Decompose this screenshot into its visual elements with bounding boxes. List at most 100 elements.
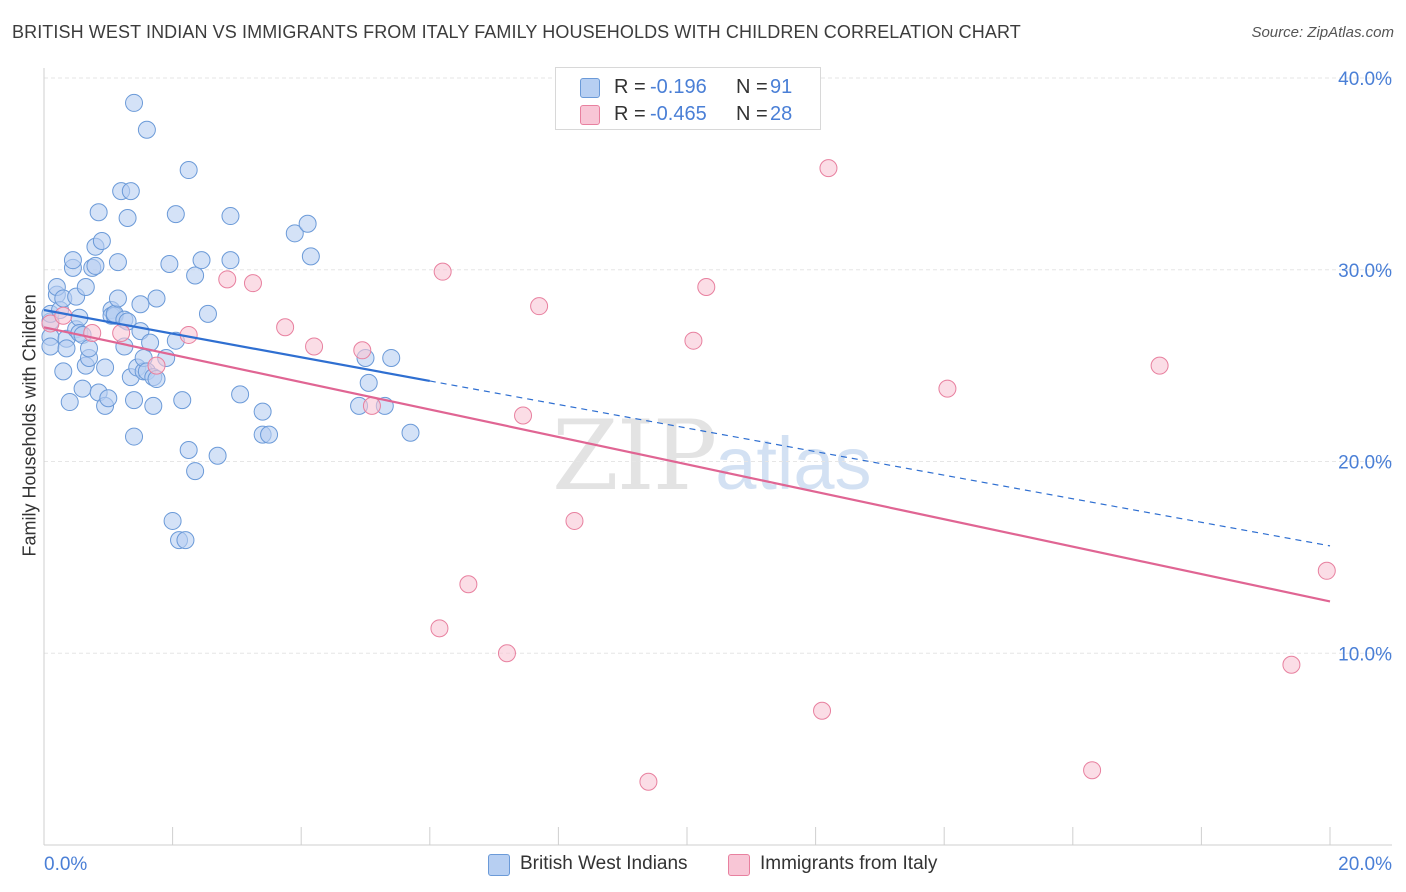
- pink-data-point: [1083, 761, 1102, 780]
- pink-data-point: [433, 262, 452, 281]
- pink-data-point: [305, 337, 324, 356]
- blue-data-point: [298, 214, 317, 233]
- pink-data-point: [276, 318, 295, 337]
- blue-data-point: [125, 93, 144, 112]
- blue-data-point: [253, 402, 272, 421]
- n-value: 28: [770, 103, 793, 125]
- blue-data-point: [231, 385, 250, 404]
- blue-data-point: [73, 379, 92, 398]
- zipatlas-watermark: ZIPatlas: [552, 400, 872, 512]
- pink-data-point: [938, 379, 957, 398]
- y-tick-label: 40.0%: [1338, 69, 1392, 90]
- pink-data-point: [218, 270, 237, 289]
- pink-data-point: [1282, 655, 1301, 674]
- pink-data-point: [639, 772, 658, 791]
- blue-data-point: [176, 531, 195, 550]
- blue-data-point: [86, 256, 105, 275]
- r-label: R =: [614, 103, 646, 125]
- blue-data-point: [131, 295, 150, 314]
- blue-data-point: [141, 333, 160, 352]
- pink-data-point: [112, 324, 131, 343]
- pink-data-point: [514, 406, 533, 425]
- x-tick-label: 20.0%: [1338, 854, 1392, 875]
- blue-trend-line-dashed: [429, 380, 1331, 547]
- pink-data-point: [243, 274, 262, 293]
- blue-swatch: [580, 78, 600, 98]
- pink-data-point: [819, 159, 838, 178]
- y-axis-label: Family Households with Children: [19, 294, 40, 557]
- y-tick-label: 20.0%: [1338, 453, 1392, 474]
- blue-data-point: [54, 362, 73, 381]
- pink-data-point: [353, 341, 372, 360]
- blue-data-point: [92, 231, 111, 250]
- pink-data-point: [1150, 356, 1169, 375]
- x-tick-label: 0.0%: [44, 854, 87, 875]
- correlation-legend: R = -0.196 N = 91 R = -0.465 N = 28: [555, 67, 821, 130]
- blue-data-point: [166, 205, 185, 224]
- blue-data-point: [179, 161, 198, 180]
- pink-swatch: [580, 105, 600, 125]
- blue-trend-line: [43, 308, 430, 383]
- watermark-zip: ZIP: [552, 400, 717, 512]
- blue-data-point: [41, 337, 60, 356]
- series-legend: British West Indians Immigrants from Ita…: [0, 852, 1406, 878]
- pink-data-point: [362, 396, 381, 415]
- blue-data-point: [186, 462, 205, 481]
- blue-data-point: [192, 251, 211, 270]
- blue-data-point: [147, 289, 166, 308]
- blue-data-point: [137, 120, 156, 139]
- blue-data-point: [221, 207, 240, 226]
- source-label: Source: ZipAtlas.com: [1251, 24, 1394, 41]
- blue-data-point: [108, 253, 127, 272]
- blue-data-point: [76, 278, 95, 297]
- blue-data-point: [198, 304, 217, 323]
- blue-data-point: [89, 203, 108, 222]
- blue-data-point: [260, 425, 279, 444]
- r-value: -0.196: [650, 76, 707, 98]
- pink-data-point: [565, 511, 584, 530]
- blue-swatch: [488, 854, 510, 876]
- blue-data-point: [144, 396, 163, 415]
- blue-data-point: [108, 289, 127, 308]
- blue-data-point: [60, 393, 79, 412]
- pink-data-point: [147, 356, 166, 375]
- blue-data-point: [96, 358, 115, 377]
- y-tick-label: 10.0%: [1338, 644, 1392, 665]
- blue-data-point: [118, 208, 137, 227]
- pink-data-point: [684, 331, 703, 350]
- r-label: R =: [614, 76, 646, 98]
- blue-data-point: [179, 440, 198, 459]
- blue-data-point: [63, 251, 82, 270]
- pink-swatch: [728, 854, 750, 876]
- pink-data-point: [497, 644, 516, 663]
- blue-data-point: [125, 391, 144, 410]
- blue-data-point: [57, 339, 76, 358]
- blue-data-point: [173, 391, 192, 410]
- n-label: N =: [736, 76, 768, 98]
- blue-data-point: [163, 511, 182, 530]
- blue-data-point: [301, 247, 320, 266]
- watermark-atlas: atlas: [715, 422, 872, 505]
- pink-data-point: [813, 701, 832, 720]
- n-value: 91: [770, 76, 793, 98]
- blue-data-point: [382, 348, 401, 367]
- blue-data-point: [221, 251, 240, 270]
- pink-data-point: [530, 297, 549, 316]
- pink-data-point: [459, 575, 478, 594]
- n-label: N =: [736, 103, 768, 125]
- blue-data-point: [80, 339, 99, 358]
- blue-data-point: [186, 266, 205, 285]
- blue-data-point: [99, 389, 118, 408]
- blue-data-point: [401, 423, 420, 442]
- blue-data-point: [121, 182, 140, 201]
- chart-title: BRITISH WEST INDIAN VS IMMIGRANTS FROM I…: [12, 22, 1021, 42]
- pink-data-point: [697, 278, 716, 297]
- blue-data-point: [285, 224, 304, 243]
- legend-label: British West Indians: [520, 853, 688, 874]
- blue-data-point: [125, 427, 144, 446]
- legend-label: Immigrants from Italy: [760, 853, 938, 874]
- pink-trend-line: [43, 326, 1331, 603]
- blue-data-point: [160, 254, 179, 273]
- blue-data-point: [208, 446, 227, 465]
